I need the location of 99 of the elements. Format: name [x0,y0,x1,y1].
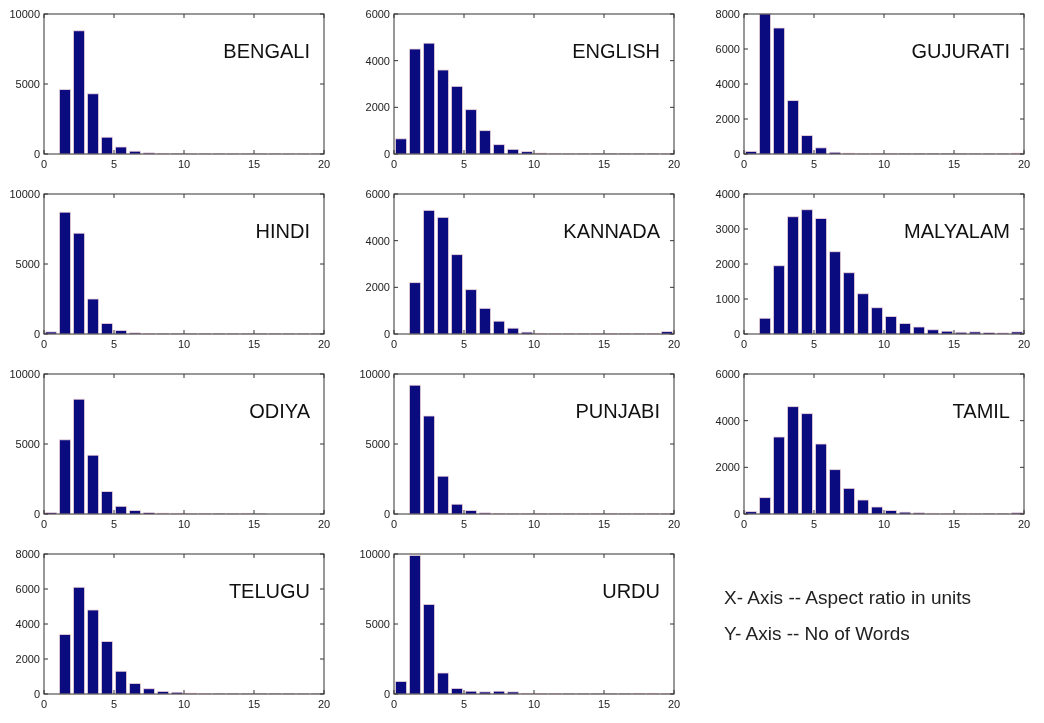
x-tick-label: 10 [177,698,191,710]
text: MALYALAM [904,220,1010,242]
y-tick-label: 0 [733,148,740,160]
x-tick-label: 5 [110,338,118,350]
x-tick-label: 20 [667,518,681,530]
y-tick-label: 10000 [9,188,40,200]
text: ENGLISH [572,40,660,62]
x-tick-label: 5 [460,518,468,530]
y-tick-label: 2000 [15,653,40,665]
y-tick-label: 0 [383,328,390,340]
y-tick-label: 2000 [715,258,740,270]
x-tick-label: 15 [597,518,611,530]
x-tick-label: 15 [947,338,961,350]
x-tick-label: 10 [527,338,541,350]
x-tick-label: 10 [527,518,541,530]
x-tick-label: 15 [247,338,261,350]
x-tick-label: 15 [597,698,611,710]
y-tick-label: 2000 [365,281,390,294]
y-tick-label: 10000 [359,368,390,380]
y-tick-label: 0 [383,148,390,160]
x-tick-label: 5 [460,338,468,350]
y-tick-label: 0 [383,688,390,700]
x-tick-label: 20 [317,158,331,170]
x-tick-label: 10 [177,338,191,350]
y-tick-label: 4000 [715,414,740,427]
y-tick-label: 1000 [715,293,740,305]
x-tick-label: 5 [110,698,118,710]
y-tick-label: 3000 [715,223,740,235]
x-tick-label: 5 [110,158,118,170]
y-tick-label: 10000 [9,8,40,20]
y-tick-label: 6000 [15,583,40,595]
y-tick-label: 6000 [715,43,740,55]
text: BENGALI [223,40,310,62]
x-tick-label: 15 [947,158,961,170]
text: GUJURATI [911,40,1010,62]
y-tick-label: 8000 [15,548,40,560]
x-tick-label: 5 [110,518,118,530]
y-tick-label: 0 [383,508,390,520]
y-tick-label: 0 [33,328,40,340]
text: TELUGU [228,580,310,602]
y-tick-label: 5000 [15,438,40,450]
x-tick-label: 5 [810,338,818,350]
y-tick-label: 10000 [9,368,40,380]
text: HINDI [255,220,310,242]
text: KANNADA [563,220,661,242]
y-tick-label: 6000 [365,8,390,20]
text: PUNJABI [575,400,660,422]
x-tick-label: 20 [667,158,681,170]
x-tick-label: 20 [1017,338,1031,350]
y-tick-label: 6000 [715,368,740,380]
x-tick-label: 20 [1017,158,1031,170]
y-tick-label: 4000 [715,188,740,200]
x-tick-label: 10 [177,518,191,530]
y-tick-label: 5000 [15,258,40,270]
x-tick-label: 10 [177,158,191,170]
x-tick-label: 10 [527,158,541,170]
x-tick-label: 20 [667,338,681,350]
x-tick-label: 10 [527,698,541,710]
x-tick-label: 5 [460,698,468,710]
x-tick-label: 15 [597,158,611,170]
text: X- Axis -- Aspect ratio in units [724,587,972,608]
x-tick-label: 20 [317,698,331,710]
x-tick-label: 5 [810,518,818,530]
y-tick-label: 5000 [365,438,390,450]
x-tick-label: 20 [1017,518,1031,530]
x-tick-label: 15 [597,338,611,350]
y-tick-label: 0 [33,508,40,520]
x-tick-label: 15 [247,518,261,530]
y-tick-label: 4000 [365,54,390,67]
x-tick-label: 5 [810,158,818,170]
y-tick-label: 6000 [365,188,390,200]
y-tick-label: 4000 [15,618,40,630]
text: TAMIL [952,400,1010,422]
x-tick-label: 10 [877,158,891,170]
y-tick-label: 2000 [715,113,740,125]
x-tick-label: 15 [247,158,261,170]
x-tick-label: 10 [877,518,891,530]
x-tick-label: 20 [667,698,681,710]
x-tick-label: 20 [317,518,331,530]
y-tick-label: 2000 [365,101,390,114]
y-tick-label: 4000 [715,78,740,90]
text: ODIYA [249,400,311,422]
x-tick-label: 20 [317,338,331,350]
x-tick-label: 15 [947,518,961,530]
y-tick-label: 0 [733,508,740,520]
y-tick-label: 0 [33,688,40,700]
y-tick-label: 0 [33,148,40,160]
x-tick-label: 5 [460,158,468,170]
text: Y- Axis -- No of Words [724,623,910,644]
x-tick-label: 15 [247,698,261,710]
y-tick-label: 4000 [365,234,390,247]
y-tick-label: 5000 [365,618,390,630]
y-tick-label: 10000 [359,548,390,560]
y-tick-label: 5000 [15,78,40,90]
x-tick-label: 10 [877,338,891,350]
y-tick-label: 2000 [715,461,740,474]
y-tick-label: 8000 [715,8,740,20]
y-tick-label: 0 [733,328,740,340]
text: URDU [602,580,660,602]
